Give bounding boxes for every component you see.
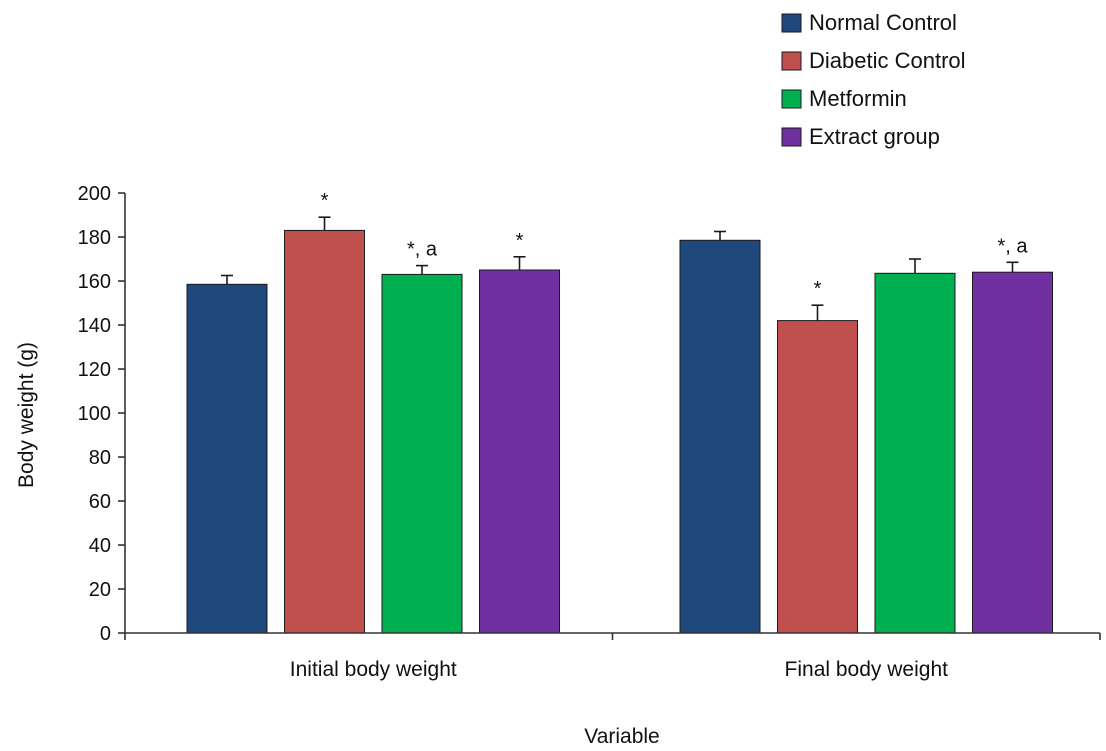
bar-extract-group-final (972, 271, 1053, 634)
y-tick-label: 0 (100, 623, 111, 645)
y-tick-label: 200 (78, 183, 111, 205)
y-tick-label: 20 (89, 579, 111, 601)
y-tick-label: 100 (78, 403, 111, 425)
y-axis-title: Body weight (g) (15, 342, 38, 488)
x-category-label: Initial body weight (290, 658, 457, 681)
y-tick-label: 140 (78, 315, 111, 337)
legend-swatch (781, 51, 802, 71)
bar-extract-group-initial (479, 269, 560, 634)
significance-annotation: *, a (997, 235, 1028, 257)
legend-label: Metformin (809, 86, 907, 111)
legend-swatch (781, 89, 802, 109)
x-axis: Initial body weight Final body weight (124, 632, 1101, 681)
legend-label: Diabetic Control (809, 48, 966, 73)
y-tick-label: 120 (78, 359, 111, 381)
legend-label: Normal Control (809, 10, 957, 35)
x-category-label: Final body weight (785, 658, 949, 681)
y-axis: 0 20 40 60 80 100 120 140 160 180 200 (78, 183, 126, 645)
significance-annotation: * (516, 230, 524, 252)
bar-diabetic-control-initial (284, 229, 365, 634)
legend-swatch (781, 13, 802, 33)
significance-annotation: * (814, 278, 822, 300)
y-tick-label: 60 (89, 491, 111, 513)
bar-normal-control-initial (186, 283, 268, 634)
bar-diabetic-control-final (777, 320, 858, 634)
bars: * *, a * * *, a (186, 190, 1053, 634)
significance-annotation: *, a (407, 239, 438, 261)
y-tick-label: 80 (89, 447, 111, 469)
legend-swatch (781, 127, 802, 147)
legend: Normal Control Diabetic Control Metformin E… (781, 10, 966, 149)
y-tick-label: 160 (78, 271, 111, 293)
significance-annotation: * (321, 190, 329, 212)
bar-metformin-initial (381, 273, 463, 634)
x-axis-title: Variable (584, 725, 660, 748)
legend-label: Extract group (809, 124, 940, 149)
bar-normal-control-final (679, 239, 761, 634)
y-tick-label: 40 (89, 535, 111, 557)
bar-metformin-final (874, 272, 956, 634)
y-tick-label: 180 (78, 227, 111, 249)
